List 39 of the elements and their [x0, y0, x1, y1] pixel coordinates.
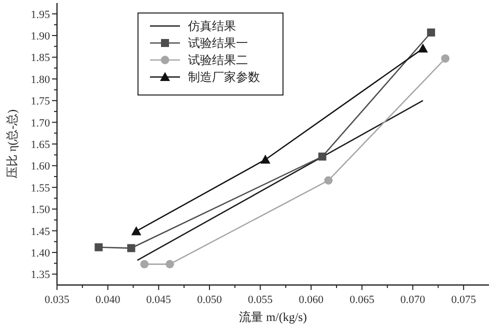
x-tick-label: 0.075 [451, 294, 476, 306]
x-tick-label: 0.070 [400, 294, 426, 306]
y-tick-label: 1.90 [30, 30, 50, 43]
point [94, 243, 103, 252]
point [131, 226, 142, 236]
point [441, 54, 450, 63]
y-tick-label: 1.50 [30, 204, 50, 216]
y-axis-title: 压比 η(总-总) [5, 109, 19, 179]
legend-label: 试验结果一 [188, 36, 248, 50]
y-tick-label: 1.35 [30, 269, 50, 282]
y-tick-label: 1.45 [30, 226, 50, 238]
point [427, 28, 436, 36]
x-axis-title: 流量 m/(kg/s) [239, 310, 307, 324]
x-tick-label: 0.055 [248, 294, 274, 306]
y-tick-label: 1.95 [30, 8, 50, 21]
point [166, 260, 174, 268]
point [260, 154, 270, 164]
y-tick-label: 1.40 [30, 247, 50, 260]
x-tick-label: 0.045 [146, 294, 172, 306]
point [324, 176, 333, 185]
point [318, 152, 326, 161]
y-tick-label: 1.80 [30, 74, 50, 86]
point [140, 260, 149, 268]
y-tick-label: 1.70 [30, 117, 50, 130]
point [418, 44, 428, 53]
y-tick-label: 1.75 [30, 96, 50, 108]
point [127, 244, 136, 252]
legend-label: 制造厂家参数 [188, 70, 260, 84]
legend-label: 仿真结果 [187, 19, 236, 33]
y-tick-label: 1.55 [30, 182, 50, 194]
x-tick-label: 0.065 [350, 294, 375, 306]
x-tick-label: 0.035 [44, 294, 70, 306]
x-tick-label: 0.060 [298, 294, 324, 306]
y-tick-label: 1.65 [30, 139, 50, 151]
x-tick-label: 0.040 [95, 294, 121, 306]
x-tick-label: 0.050 [197, 294, 222, 306]
y-tick-label: 1.60 [30, 160, 50, 173]
y-tick-label: 1.85 [30, 52, 50, 64]
legend-label: 试验结果二 [188, 53, 248, 67]
